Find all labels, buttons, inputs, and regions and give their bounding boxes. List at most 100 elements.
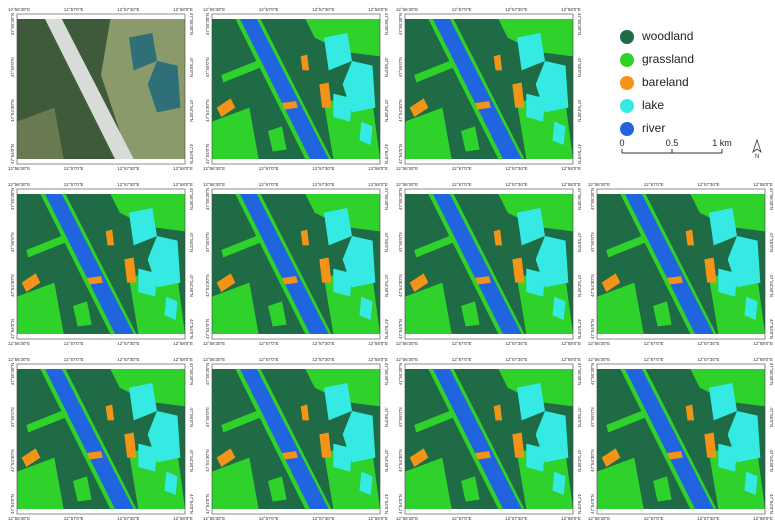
y-coord-label: 47°54'30"N — [384, 274, 389, 297]
y-coord-label: 47°54'30"N — [189, 99, 194, 122]
y-coord-label: 47°54'30"N — [189, 449, 194, 472]
x-coord-label: 12°57'0"E — [64, 166, 84, 171]
y-coord-label: 47°55'0"N — [577, 407, 582, 427]
y-coord-label: 47°54'0"N — [10, 494, 15, 514]
y-coord-label: 47°55'30"N — [205, 363, 210, 386]
x-coord-label: 12°57'30"E — [117, 357, 139, 362]
y-coord-label: 47°55'30"N — [769, 188, 774, 211]
x-coord-label: 12°56'30"E — [588, 516, 610, 521]
scale-bar: 0 0.5 1 km — [619, 138, 731, 153]
x-coord-label: 12°58'0"E — [368, 516, 388, 521]
x-coord-label: 12°58'0"E — [753, 341, 773, 346]
x-coord-label: 12°57'30"E — [697, 182, 719, 187]
y-coord-label: 47°54'30"N — [205, 99, 210, 122]
y-coord-label: 47°54'30"N — [590, 274, 595, 297]
y-coord-label: 47°55'0"N — [189, 57, 194, 77]
y-coord-label: 47°55'0"N — [398, 407, 403, 427]
x-coord-label: 12°57'0"E — [452, 166, 472, 171]
x-coord-label: 12°57'30"E — [697, 357, 719, 362]
x-coord-label: 12°57'0"E — [259, 182, 279, 187]
x-coord-label: 12°56'30"E — [203, 516, 225, 521]
x-coord-label: 12°57'30"E — [697, 516, 719, 521]
x-coord-label: 12°57'30"E — [312, 166, 334, 171]
y-coord-label: 47°55'30"N — [189, 188, 194, 211]
y-coord-label: 47°54'0"N — [590, 494, 595, 514]
y-coord-label: 47°55'0"N — [590, 407, 595, 427]
map-image — [405, 369, 573, 509]
legend-swatch — [620, 53, 634, 67]
map-image — [405, 194, 573, 334]
y-coord-label: 47°54'0"N — [205, 319, 210, 339]
y-coord-label: 47°55'0"N — [189, 232, 194, 252]
x-coord-label: 12°58'0"E — [173, 182, 193, 187]
map-image — [212, 369, 380, 509]
x-coord-label: 12°56'30"E — [203, 357, 225, 362]
x-coord-label: 12°56'30"E — [396, 7, 418, 12]
y-coord-label: 47°55'30"N — [384, 363, 389, 386]
scale-label: 1 km — [712, 138, 732, 148]
x-coord-label: 12°56'30"E — [203, 166, 225, 171]
legend-label: bareland — [642, 75, 689, 89]
north-label: N — [755, 154, 759, 160]
y-coord-label: 47°54'0"N — [577, 319, 582, 339]
map-panel: 12°56'30"E12°56'30"E12°57'0"E12°57'0"E12… — [203, 182, 389, 346]
map-panel: 12°56'30"E12°56'30"E12°57'0"E12°57'0"E12… — [396, 7, 582, 171]
x-coord-label: 12°57'0"E — [259, 357, 279, 362]
x-coord-label: 12°56'30"E — [396, 357, 418, 362]
map-panel: 12°56'30"E12°56'30"E12°57'0"E12°57'0"E12… — [8, 7, 194, 171]
map-panel: 12°56'30"E 12°56'30"E 12°57'0"E 12°57'0"E 12… — [203, 357, 389, 521]
y-coord-label: 47°55'30"N — [769, 363, 774, 386]
y-coord-label: 47°55'30"N — [590, 363, 595, 386]
x-coord-label: 12°58'0"E — [368, 341, 388, 346]
y-coord-label: 47°54'0"N — [384, 319, 389, 339]
x-coord-label: 12°56'30"E — [203, 7, 225, 12]
map-panel: 12°56'30"E12°56'30"E12°57'0"E12°57'0"E12… — [396, 182, 582, 346]
x-coord-label: 12°56'30"E — [396, 516, 418, 521]
x-coord-label: 12°57'0"E — [644, 341, 664, 346]
x-coord-label: 12°58'0"E — [173, 7, 193, 12]
y-coord-label: 47°55'30"N — [205, 188, 210, 211]
y-coord-label: 47°54'0"N — [205, 494, 210, 514]
y-coord-label: 47°55'30"N — [10, 363, 15, 386]
y-coord-label: 47°55'30"N — [384, 13, 389, 36]
y-coord-label: 47°55'0"N — [577, 57, 582, 77]
x-coord-label: 12°58'0"E — [173, 357, 193, 362]
map-panel: 12°56'30"E12°56'30"E12°57'0"E12°57'0"E12… — [8, 357, 194, 521]
map-panel: 12°56'30"E12°56'30"E12°57'0"E12°57'0"E12… — [588, 182, 774, 346]
x-coord-label: 12°58'0"E — [173, 341, 193, 346]
y-coord-label: 47°54'0"N — [769, 319, 774, 339]
x-coord-label: 12°57'0"E — [452, 182, 472, 187]
x-coord-label: 12°57'0"E — [452, 516, 472, 521]
x-coord-label: 12°57'0"E — [259, 516, 279, 521]
x-coord-label: 12°57'0"E — [64, 182, 84, 187]
y-coord-label: 47°54'30"N — [398, 99, 403, 122]
map-image — [597, 194, 765, 334]
x-coord-label: 12°56'30"E — [396, 341, 418, 346]
north-arrow: N — [753, 140, 761, 160]
y-coord-label: 47°54'0"N — [10, 319, 15, 339]
y-coord-label: 47°55'0"N — [577, 232, 582, 252]
x-coord-label: 12°56'30"E — [203, 182, 225, 187]
y-coord-label: 47°55'0"N — [10, 57, 15, 77]
x-coord-label: 12°57'0"E — [259, 166, 279, 171]
x-coord-label: 12°57'0"E — [644, 516, 664, 521]
y-coord-label: 47°54'30"N — [769, 274, 774, 297]
legend-label: grassland — [642, 52, 694, 66]
x-coord-label: 12°58'0"E — [561, 7, 581, 12]
map-panel: 12°56'30"E12°56'30"E12°57'0"E12°57'0"E12… — [396, 357, 582, 521]
x-coord-label: 12°58'0"E — [368, 182, 388, 187]
x-coord-label: 12°57'30"E — [505, 7, 527, 12]
y-coord-label: 47°55'0"N — [205, 232, 210, 252]
map-image — [405, 19, 573, 159]
y-coord-label: 47°54'0"N — [577, 494, 582, 514]
legend-swatch — [620, 30, 634, 44]
x-coord-label: 12°58'0"E — [173, 166, 193, 171]
y-coord-label: 47°54'30"N — [577, 99, 582, 122]
x-coord-label: 12°57'0"E — [64, 7, 84, 12]
y-coord-label: 47°55'30"N — [577, 188, 582, 211]
legend-label: lake — [642, 98, 664, 112]
x-coord-label: 12°57'0"E — [64, 357, 84, 362]
x-coord-label: 12°58'0"E — [368, 166, 388, 171]
y-coord-label: 47°55'30"N — [590, 188, 595, 211]
y-coord-label: 47°55'30"N — [205, 13, 210, 36]
